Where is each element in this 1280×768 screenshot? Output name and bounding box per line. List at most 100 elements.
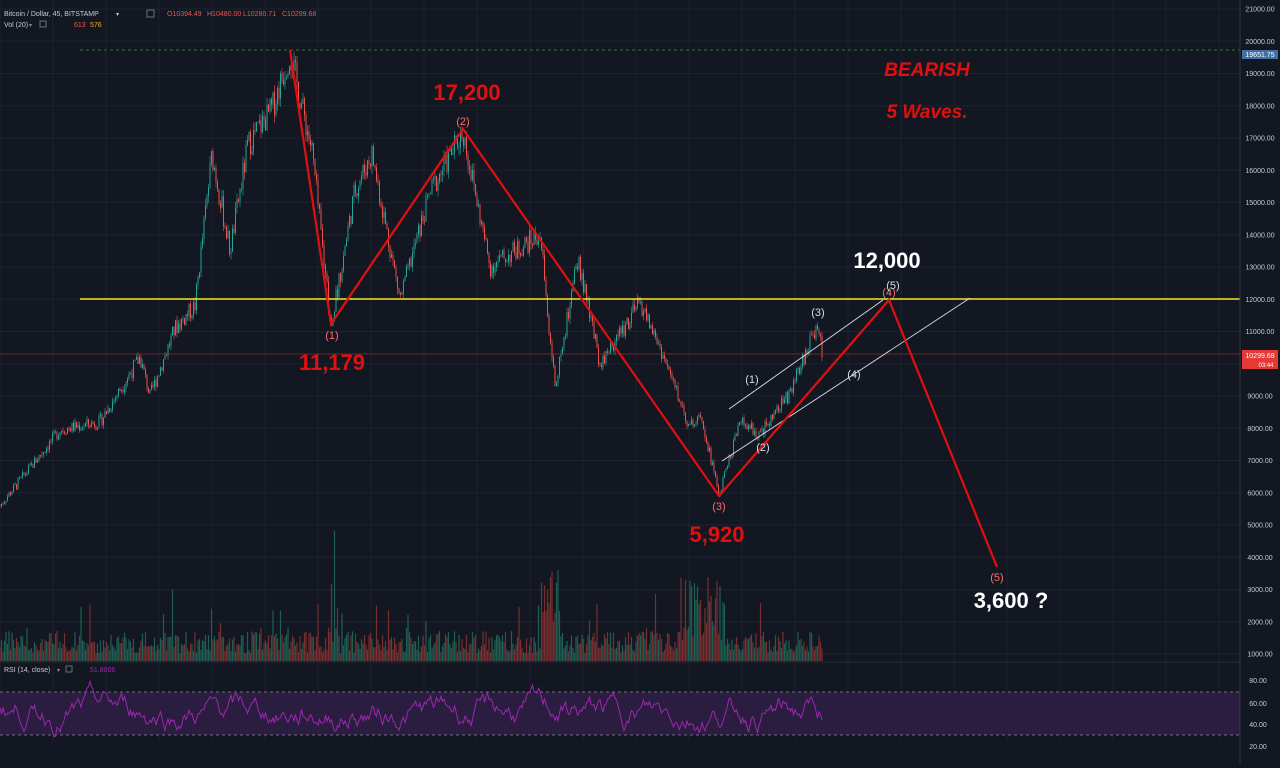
candle-body xyxy=(179,323,181,330)
volume-bar xyxy=(198,638,201,661)
candle-body xyxy=(817,325,818,330)
volume-bar xyxy=(299,636,301,661)
volume-settings-icon[interactable] xyxy=(39,20,47,28)
volume-bar xyxy=(632,649,634,661)
volume-bar xyxy=(683,627,685,661)
volume-bar xyxy=(108,650,111,661)
candle-body xyxy=(232,228,233,252)
candle-body xyxy=(196,283,197,310)
volume-bar xyxy=(815,646,817,661)
candle-body xyxy=(143,363,145,370)
candle-body xyxy=(227,231,229,239)
volume-bar xyxy=(693,582,696,661)
channel-upper-line[interactable] xyxy=(728,299,884,410)
volume-bar xyxy=(806,646,808,661)
volume-bar xyxy=(9,649,12,661)
volume-bar xyxy=(0,647,1,661)
candle-body xyxy=(71,422,73,432)
candle-body xyxy=(367,160,368,176)
volume-bar xyxy=(609,632,612,661)
volume-bar xyxy=(554,612,556,661)
candle-body xyxy=(713,462,715,472)
volume-bar xyxy=(321,652,324,661)
candle-body xyxy=(202,238,203,247)
volume-bar xyxy=(431,648,433,661)
volume-bar xyxy=(675,648,678,661)
candle-body xyxy=(385,211,386,224)
volume-bar xyxy=(111,645,114,661)
candle-body xyxy=(65,433,67,434)
volume-bar xyxy=(95,652,97,661)
volume-bar xyxy=(720,640,723,661)
volume-bar xyxy=(734,644,736,661)
legend-settings-icon[interactable] xyxy=(146,9,155,18)
candle-body xyxy=(224,226,226,228)
candle-body xyxy=(380,202,382,207)
symbol-dropdown-icon[interactable]: ▾ xyxy=(116,12,119,18)
volume-bar xyxy=(324,638,327,661)
candle-body xyxy=(389,245,391,258)
candle-body xyxy=(779,409,781,412)
candle-body xyxy=(307,131,308,136)
volume-bar xyxy=(291,636,294,661)
candle-body xyxy=(5,501,7,503)
volume-bar xyxy=(116,637,118,661)
volume-bar xyxy=(522,652,525,661)
candle-body xyxy=(698,415,700,417)
volume-bar xyxy=(479,650,481,661)
volume-bar xyxy=(630,636,633,661)
candle-body xyxy=(652,325,653,335)
candle-body xyxy=(314,159,316,175)
wave-channel[interactable] xyxy=(721,297,971,462)
volume-dropdown-icon[interactable]: ▾ xyxy=(29,23,32,29)
volume-bar xyxy=(119,643,121,661)
candle-body xyxy=(226,227,227,239)
candle-body xyxy=(706,437,707,443)
volume-bar xyxy=(804,650,807,661)
volume-bar xyxy=(638,632,640,661)
volume-bar xyxy=(696,586,699,661)
volume-bar xyxy=(249,652,252,661)
candle-body xyxy=(802,354,803,367)
volume-bar xyxy=(512,643,514,661)
candle-body xyxy=(574,269,575,284)
volume-bar xyxy=(411,643,414,661)
volume-bar xyxy=(480,645,483,661)
volume-bar xyxy=(90,642,93,661)
symbol-title[interactable]: Bitcoin / Dollar, 45, BITSTAMP xyxy=(4,11,99,18)
rsi-settings-icon[interactable] xyxy=(65,665,73,673)
channel-lower-line[interactable] xyxy=(721,297,971,462)
volume-bar xyxy=(695,599,697,661)
elliott-wave-line[interactable] xyxy=(288,49,999,568)
rsi-title[interactable]: RSI (14, close) xyxy=(4,667,50,674)
volume-bar xyxy=(501,635,504,661)
volume-bar xyxy=(578,643,580,661)
candle-body xyxy=(535,232,536,240)
candle-body xyxy=(149,389,151,393)
candle-body xyxy=(280,73,281,99)
candle-body xyxy=(67,428,68,434)
volume-bar xyxy=(173,646,175,661)
volume-bar xyxy=(623,650,625,661)
candle-body xyxy=(725,468,727,472)
rsi-dropdown-icon[interactable]: ▾ xyxy=(57,668,60,674)
candle-body xyxy=(457,136,458,148)
candle-body xyxy=(670,369,671,374)
candle-body xyxy=(17,478,19,489)
price-axis[interactable]: 21000.00 20000.00 19000.00 18000.00 17000.00… xyxy=(1239,0,1280,763)
volume-bar xyxy=(560,636,562,661)
wave-label-4: (4) xyxy=(882,287,895,299)
price-tick-17: 4000.00 xyxy=(1247,555,1272,562)
volume-title[interactable]: Vol (20) xyxy=(4,22,28,29)
volume-bar xyxy=(6,643,9,661)
volume-bar xyxy=(41,638,43,661)
volume-bar xyxy=(378,644,381,661)
candle-body xyxy=(787,392,788,404)
candle-body xyxy=(368,160,370,165)
volume-bar xyxy=(807,651,810,661)
volume-bar xyxy=(540,582,543,661)
candle-body xyxy=(0,505,1,507)
volume-bar xyxy=(315,636,318,661)
candle-body xyxy=(257,122,259,123)
